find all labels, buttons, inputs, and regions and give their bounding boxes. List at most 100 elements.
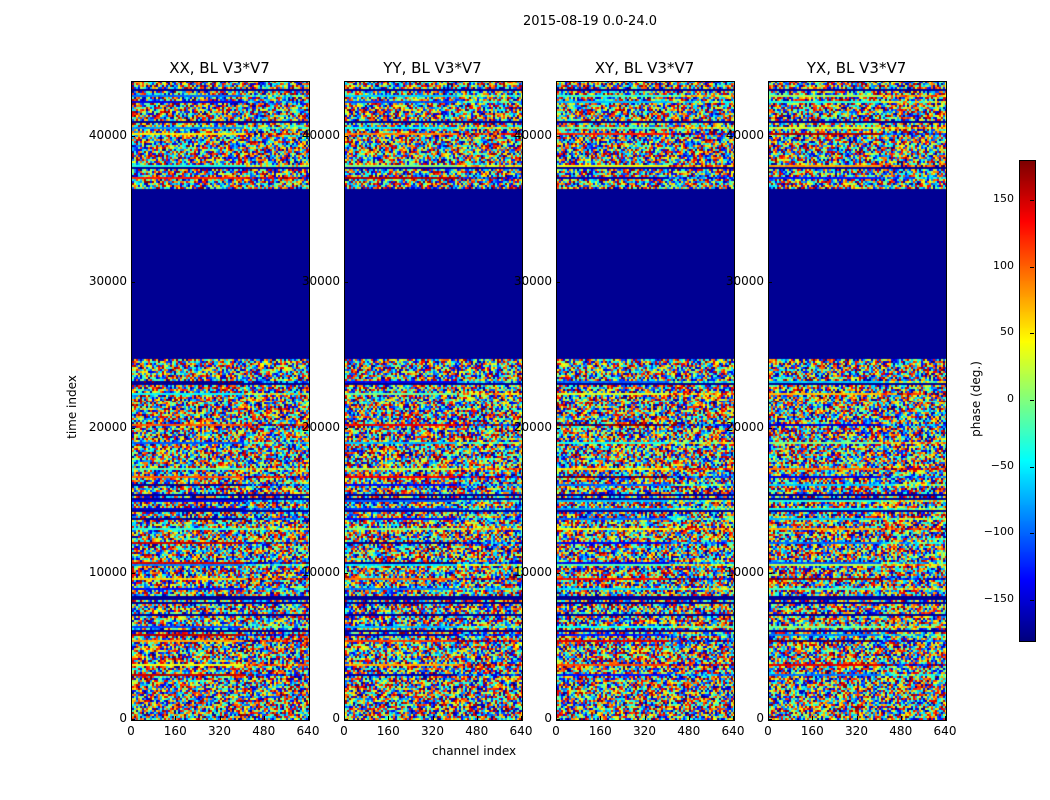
x-tick-label: 480 [465,724,489,738]
x-tick-label: 160 [376,724,400,738]
x-tick-label: 320 [633,724,656,738]
x-tick-mark [644,716,646,720]
x-tick-label: 0 [552,724,560,738]
heatmap-panel [556,81,735,721]
colorbar-tick-label: 0 [1007,392,1014,405]
x-tick-label: 160 [800,724,824,738]
y-tick-label: 20000 [88,419,127,434]
colorbar-tick-mark [1030,466,1034,468]
y-tick-label: 10000 [513,565,552,580]
y-tick-mark [768,136,772,138]
colorbar [1019,160,1036,642]
colorbar-tick-mark [1030,400,1034,401]
y-tick-mark [556,136,560,138]
y-tick-mark [556,282,560,283]
y-tick-label: 20000 [725,419,764,434]
y-tick-label: 0 [756,711,764,725]
y-tick-mark [131,427,135,429]
y-tick-label: 40000 [301,128,340,143]
x-tick-label: 0 [764,724,772,738]
x-tick-label: 480 [677,724,701,738]
y-tick-mark [131,136,135,138]
x-tick-label: 480 [252,724,276,738]
y-tick-label: 30000 [513,274,552,288]
panel-title: YY, BL V3*V7 [383,59,482,77]
y-tick-label: 10000 [725,565,764,580]
x-tick-mark [175,716,177,720]
x-tick-label: 160 [588,724,612,738]
panel-title: YX, BL V3*V7 [806,59,907,77]
x-tick-mark [219,716,221,720]
heatmap-panel [344,81,523,721]
panel-title: XX, BL V3*V7 [169,59,270,77]
heatmap-panel [768,81,947,721]
colorbar-tick-mark [1030,333,1034,335]
y-tick-mark [344,573,348,575]
x-tick-mark [768,716,769,720]
y-tick-mark [131,573,135,575]
x-tick-mark [388,716,390,720]
y-tick-label: 40000 [513,128,552,143]
colorbar-tick-label: −100 [983,525,1014,539]
y-tick-mark [556,719,560,720]
x-tick-mark [521,716,522,720]
x-axis-label: channel index [432,744,517,758]
colorbar-tick-label: 100 [993,258,1014,272]
x-tick-mark [945,716,946,720]
x-tick-mark [344,716,345,720]
y-tick-label: 30000 [301,274,340,288]
y-tick-label: 40000 [88,128,127,143]
y-tick-mark [768,719,772,720]
y-tick-label: 40000 [725,128,764,143]
y-tick-label: 0 [332,711,340,725]
y-tick-label: 10000 [88,565,127,580]
y-tick-label: 20000 [301,419,340,434]
panel-title: XY, BL V3*V7 [594,59,695,77]
y-tick-mark [556,573,560,575]
x-tick-label: 0 [127,724,135,738]
x-tick-mark [308,716,309,720]
colorbar-tick-mark [1030,266,1034,268]
heatmap-panel [131,81,310,721]
colorbar-tick-label: 150 [993,192,1014,205]
y-tick-label: 20000 [513,419,552,434]
y-tick-label: 30000 [88,274,127,288]
colorbar-tick-label: −150 [983,592,1014,605]
x-tick-mark [900,716,902,720]
x-tick-mark [688,716,690,720]
x-tick-label: 320 [845,724,868,738]
y-tick-label: 0 [119,711,127,725]
x-tick-mark [476,716,478,720]
y-tick-mark [768,282,772,283]
x-tick-mark [263,716,265,720]
x-tick-label: 320 [421,724,444,738]
colorbar-tick-mark [1030,533,1034,535]
colorbar-tick-label: −50 [990,458,1014,472]
y-tick-mark [344,719,348,720]
colorbar-tick-mark [1030,600,1034,601]
y-tick-mark [131,719,135,720]
x-tick-label: 640 [296,724,320,738]
y-tick-mark [768,573,772,575]
y-tick-mark [344,427,348,429]
x-tick-label: 160 [163,724,187,738]
y-tick-label: 30000 [725,274,764,288]
y-tick-mark [344,136,348,138]
x-tick-label: 640 [933,724,957,738]
x-tick-mark [812,716,814,720]
y-tick-label: 0 [544,711,552,725]
x-tick-mark [600,716,602,720]
y-tick-mark [768,427,772,429]
x-tick-mark [131,716,132,720]
x-tick-mark [432,716,434,720]
x-tick-mark [733,716,734,720]
x-tick-label: 480 [889,724,913,738]
x-tick-mark [556,716,557,720]
y-tick-label: 10000 [301,565,340,580]
y-tick-mark [556,427,560,429]
x-tick-label: 640 [509,724,533,738]
colorbar-tick-mark [1030,200,1034,201]
y-tick-mark [344,282,348,283]
y-tick-mark [131,282,135,283]
